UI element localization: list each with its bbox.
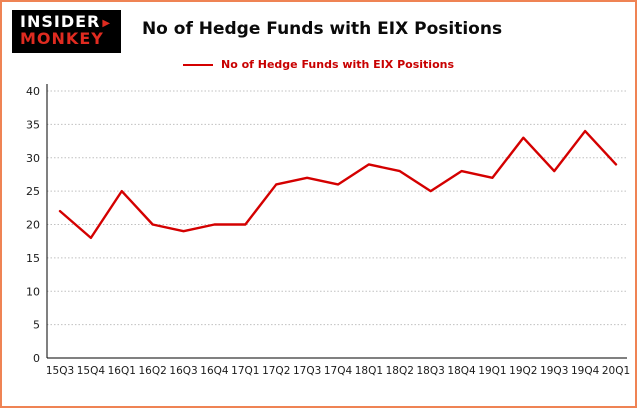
y-axis-tick-label: 40 — [26, 85, 40, 98]
x-axis-tick-label: 18Q1 — [355, 365, 383, 377]
data-series-line — [58, 129, 618, 240]
x-axis-tick-label: 15Q3 — [46, 365, 74, 377]
logo-text-monkey: MONKEY — [20, 28, 104, 48]
legend-line-swatch — [182, 63, 213, 66]
x-axis-tick-label: 16Q4 — [200, 365, 229, 377]
x-axis-tick-label: 19Q1 — [478, 365, 506, 377]
y-axis-tick-label: 5 — [33, 319, 40, 332]
x-axis-tick-label: 16Q3 — [169, 365, 197, 377]
logo-arrow-icon: ▶ — [102, 18, 112, 29]
x-axis-tick-label: 19Q3 — [540, 365, 568, 377]
line-chart: 0 5 10 15 20 25 30 35 40 15Q3 15Q4 16Q1 16Q2 16Q3 16Q4… — [26, 84, 630, 377]
logo-insider-text: INSIDER — [20, 12, 101, 31]
y-axis-tick-label: 10 — [26, 285, 40, 298]
x-axis-tick-label: 17Q4 — [324, 365, 353, 377]
x-axis-tick-label: 20Q1 — [602, 365, 630, 377]
insider-monkey-logo: INSIDER ▶ MONKEY — [12, 10, 122, 53]
x-axis-tick-label: 15Q4 — [77, 365, 106, 377]
y-axis-tick-label: 20 — [26, 219, 40, 232]
chart-title: No of Hedge Funds with EIX Positions — [141, 19, 503, 39]
legend: No of Hedge Funds with EIX Positions — [2, 58, 635, 71]
logo-text-insider: INSIDER ▶ — [20, 12, 112, 31]
y-axis-tick-label: 30 — [26, 152, 40, 165]
x-axis-tick-label: 18Q2 — [386, 365, 414, 377]
x-axis-tick-label: 19Q2 — [509, 365, 537, 377]
x-axis-tick-label: 16Q1 — [108, 365, 136, 377]
y-axis-tick-label: 25 — [26, 185, 40, 198]
legend-label: No of Hedge Funds with EIX Positions — [220, 58, 455, 71]
x-axis-tick-label: 18Q3 — [417, 365, 445, 377]
y-axis-tick-label: 15 — [26, 252, 40, 265]
y-axis-tick-label: 35 — [26, 118, 40, 131]
x-axis-tick-label: 17Q1 — [231, 365, 259, 377]
x-axis-tick-label: 17Q2 — [262, 365, 290, 377]
x-axis-tick-label: 19Q4 — [571, 365, 600, 377]
x-axis-tick-label: 16Q2 — [139, 365, 167, 377]
x-axis-tick-label: 17Q3 — [293, 365, 321, 377]
x-axis-tick-label: 18Q4 — [447, 365, 476, 377]
y-axis-tick-label: 0 — [33, 352, 40, 365]
